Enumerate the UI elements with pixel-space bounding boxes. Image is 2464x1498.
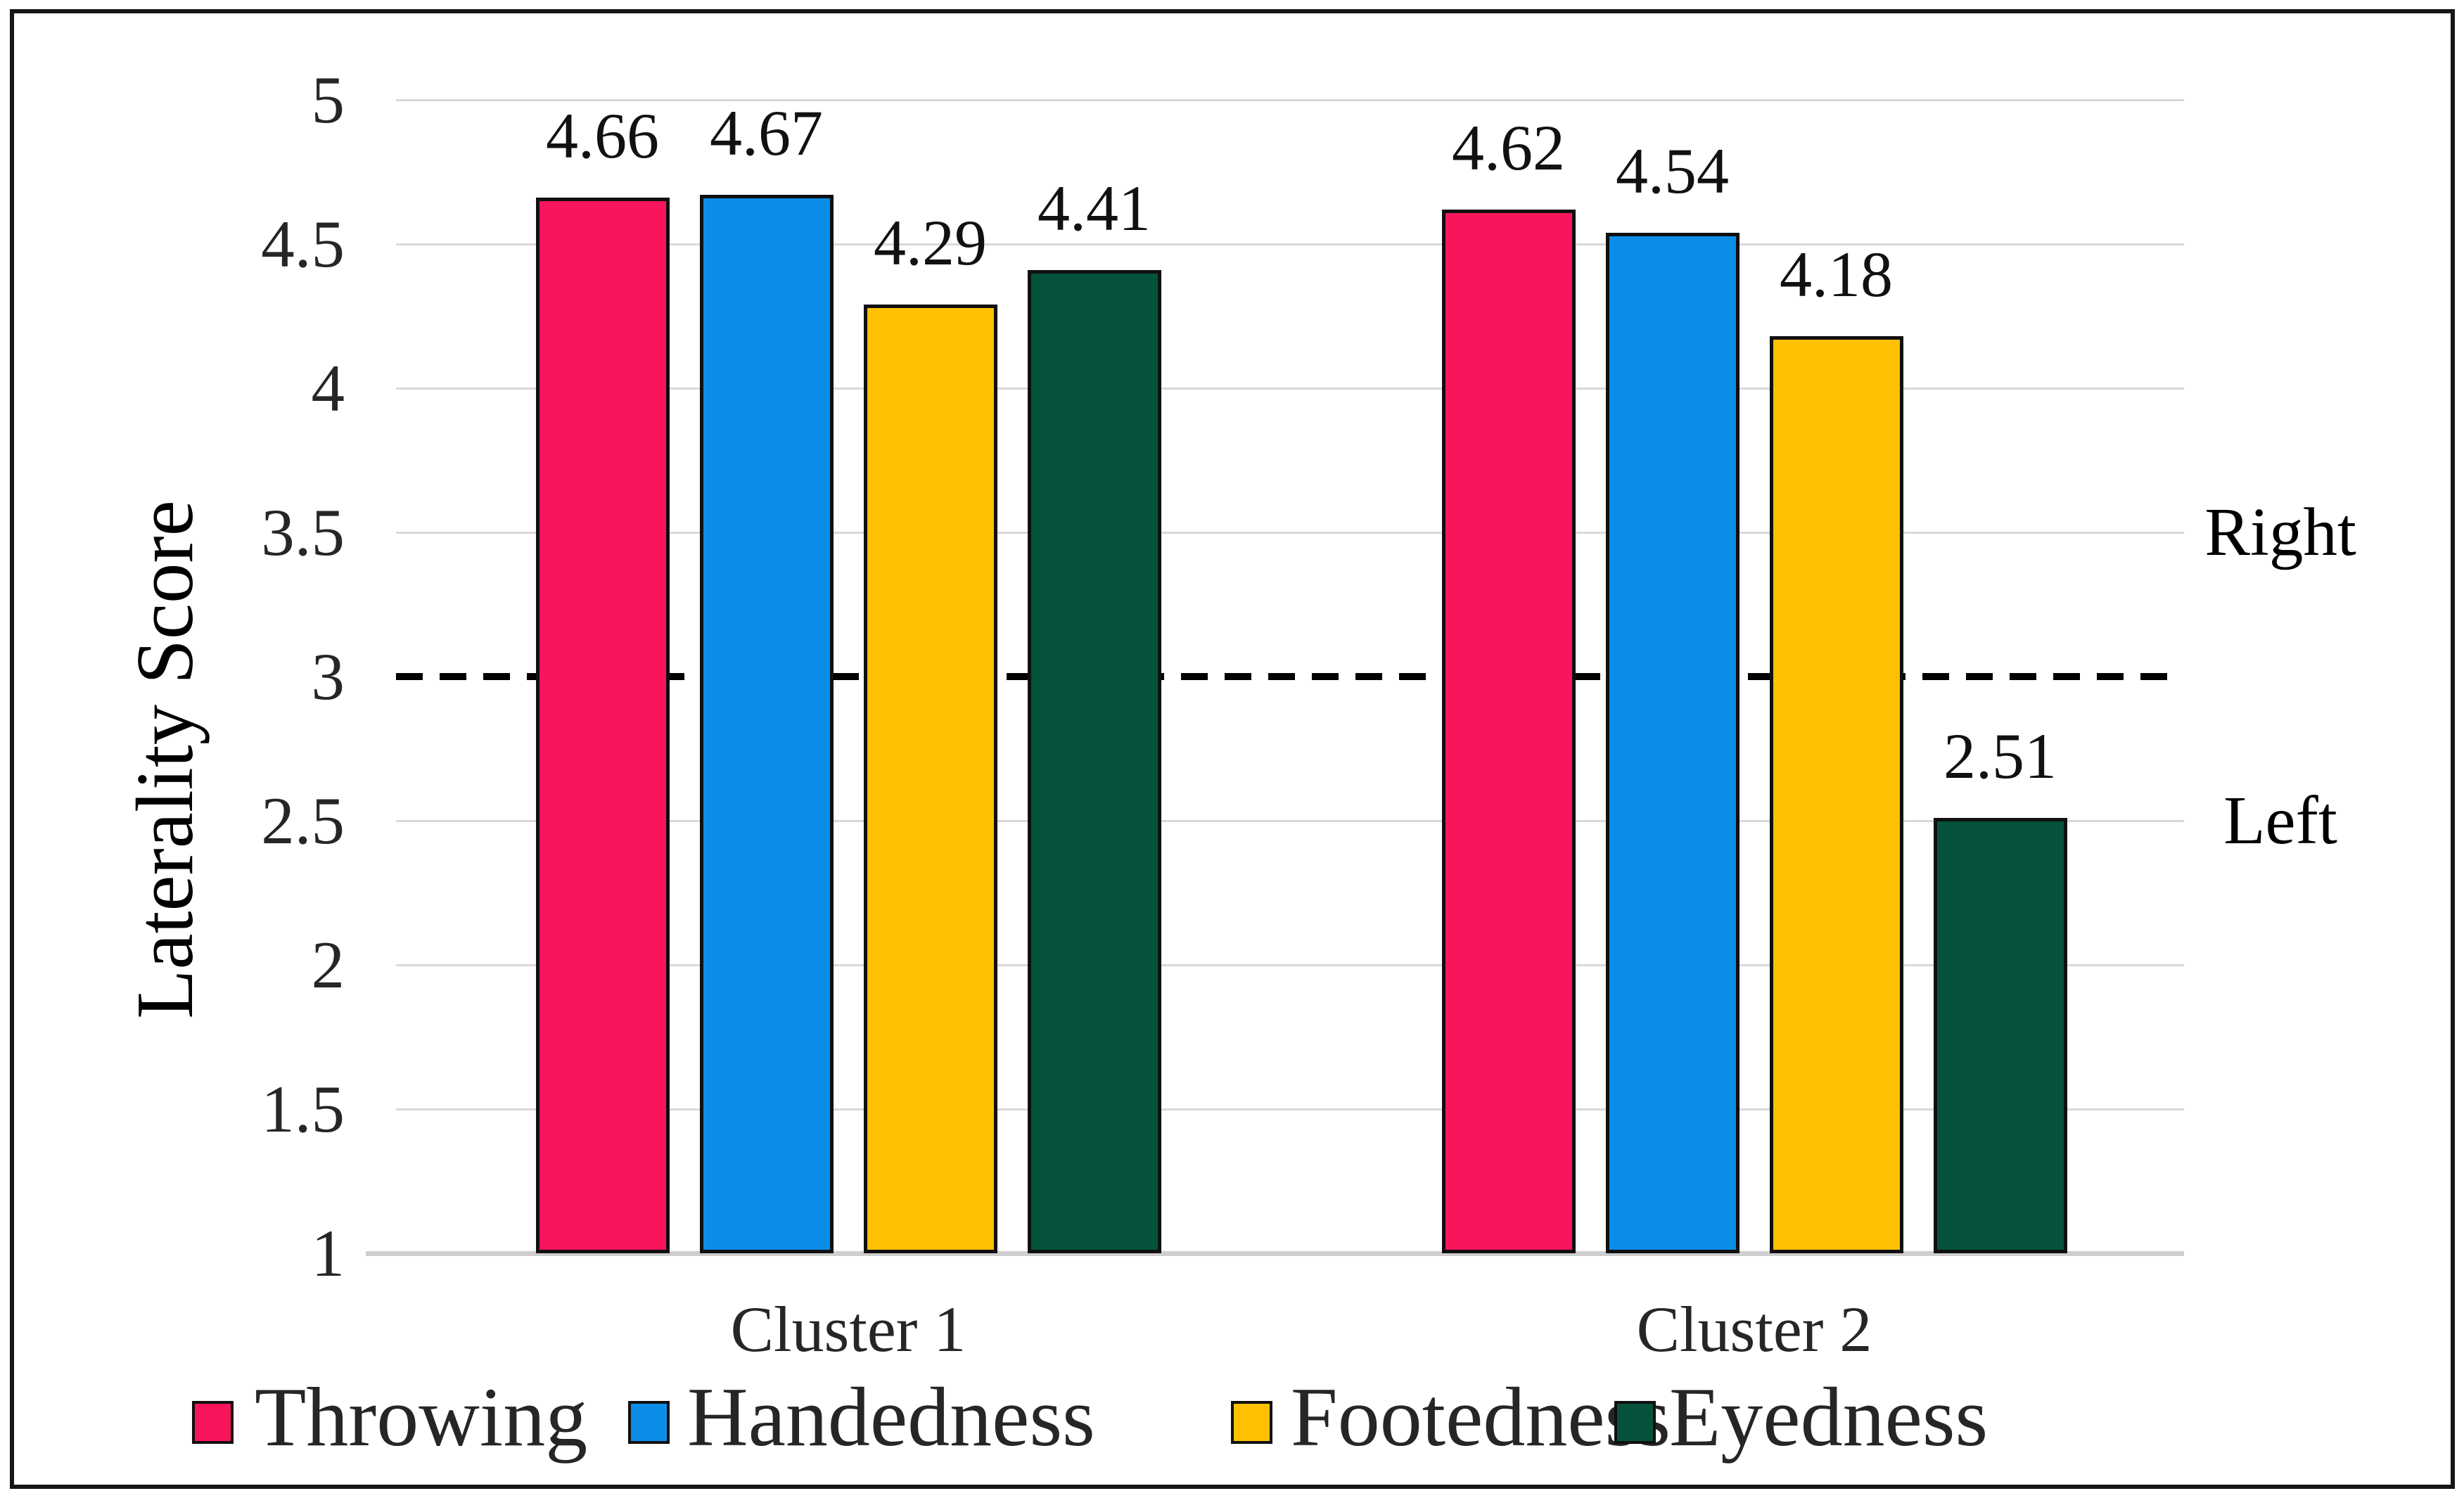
legend-label-footedness: Footedness	[1291, 1370, 1671, 1464]
y-axis-title: Laterality Score	[120, 500, 210, 1019]
bar-throwing-cluster-1	[535, 198, 670, 1253]
gridline-2	[396, 964, 2184, 966]
bar-throwing-cluster-2	[1441, 209, 1576, 1253]
bar-value-handedness-cluster-1: 4.67	[710, 97, 823, 169]
y-tick-3.5: 3.5	[261, 495, 345, 570]
legend-swatch-footedness	[1231, 1401, 1272, 1444]
y-tick-2: 2	[311, 928, 345, 1002]
legend-swatch-throwing	[192, 1401, 234, 1444]
gridline-1.5	[396, 1108, 2184, 1110]
y-tick-2.5: 2.5	[261, 783, 345, 858]
legend-label-eyedness: Eyedness	[1669, 1370, 1989, 1464]
legend-label-throwing: Throwing	[255, 1370, 588, 1464]
gridline-3.5	[396, 532, 2184, 534]
bar-footedness-cluster-1	[863, 305, 997, 1253]
bar-footedness-cluster-2	[1769, 336, 1903, 1253]
y-tick-4: 4	[311, 351, 345, 425]
x-tick-cluster-1: Cluster 1	[730, 1293, 966, 1365]
bar-value-throwing-cluster-1: 4.66	[546, 100, 659, 172]
legend-swatch-eyedness	[1614, 1401, 1656, 1444]
gridline-4	[396, 388, 2184, 390]
bar-value-eyedness-cluster-1: 4.41	[1038, 172, 1151, 244]
right-side-annotation: Right	[2204, 494, 2356, 570]
reference-line-dashed	[396, 673, 2184, 680]
y-tick-5: 5	[311, 63, 345, 137]
gridline-4.5	[396, 243, 2184, 245]
left-side-annotation: Left	[2223, 783, 2337, 858]
bar-value-footedness-cluster-1: 4.29	[874, 207, 987, 279]
x-axis-line	[366, 1251, 2184, 1256]
bar-handedness-cluster-2	[1605, 232, 1740, 1253]
gridline-5	[396, 99, 2184, 101]
y-tick-1.5: 1.5	[261, 1072, 345, 1146]
bar-value-footedness-cluster-2: 4.18	[1780, 238, 1893, 311]
y-tick-4.5: 4.5	[261, 207, 345, 281]
bar-value-eyedness-cluster-2: 2.51	[1943, 719, 2057, 792]
bar-eyedness-cluster-2	[1933, 817, 2067, 1253]
bar-value-handedness-cluster-2: 4.54	[1616, 134, 1729, 207]
bar-handedness-cluster-1	[699, 195, 834, 1253]
bar-value-throwing-cluster-2: 4.62	[1452, 111, 1565, 184]
x-tick-cluster-2: Cluster 2	[1636, 1293, 1872, 1365]
bar-eyedness-cluster-1	[1027, 269, 1161, 1253]
legend-label-handedness: Handedness	[687, 1370, 1095, 1464]
legend-swatch-handedness	[628, 1401, 670, 1444]
y-tick-1: 1	[311, 1216, 345, 1291]
y-tick-3: 3	[311, 639, 345, 714]
gridline-2.5	[396, 820, 2184, 822]
